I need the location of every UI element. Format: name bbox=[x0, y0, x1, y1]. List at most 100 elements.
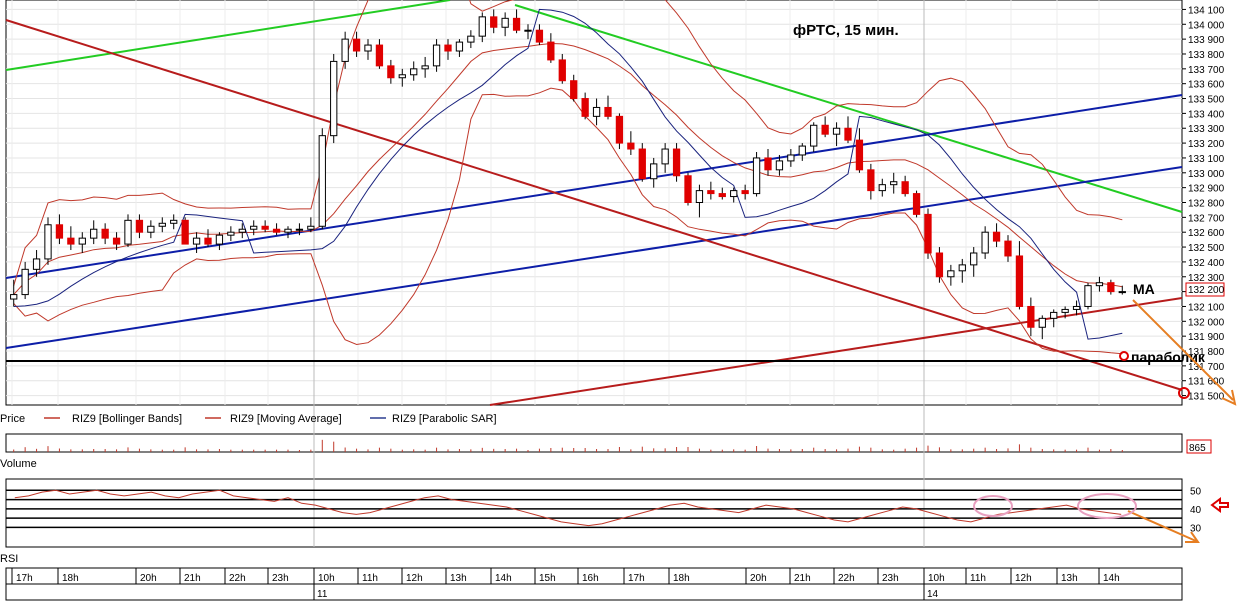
hour-label: 11h bbox=[970, 573, 986, 584]
price-tick-label: 131 700 bbox=[1188, 362, 1225, 373]
target-marker bbox=[1178, 387, 1190, 399]
candle-body bbox=[661, 148, 669, 165]
candle-body bbox=[821, 124, 829, 135]
price-tick-label: 132 000 bbox=[1188, 317, 1225, 328]
candle-body bbox=[1061, 308, 1069, 313]
parabolic-sar bbox=[13, 8, 1123, 340]
candle-body bbox=[512, 17, 521, 31]
price-tick-label: 133 500 bbox=[1188, 95, 1225, 106]
candle-body bbox=[684, 175, 692, 203]
red-trend-up bbox=[489, 297, 1183, 406]
rsi-tick-label: 50 bbox=[1190, 486, 1202, 497]
candle-body bbox=[192, 237, 201, 245]
hour-label: 21h bbox=[794, 573, 811, 584]
candle-body bbox=[752, 157, 761, 195]
candle-body bbox=[935, 252, 944, 278]
rsi-tick-label: 40 bbox=[1190, 505, 1202, 516]
candle-body bbox=[21, 268, 29, 296]
candle-body bbox=[764, 157, 772, 171]
candle-body bbox=[570, 80, 578, 100]
hour-label: 20h bbox=[140, 573, 157, 584]
hour-label: 14h bbox=[1103, 573, 1120, 584]
candle-body bbox=[375, 44, 384, 67]
candle-body bbox=[295, 228, 304, 231]
candle-body bbox=[650, 163, 658, 180]
candle-body bbox=[67, 237, 75, 245]
candle-body bbox=[330, 60, 338, 137]
price-tick-label: 134 100 bbox=[1188, 5, 1225, 16]
price-tick-label: 131 900 bbox=[1188, 332, 1225, 343]
candle-body bbox=[501, 17, 509, 28]
hour-label: 15h bbox=[539, 573, 556, 584]
price-tick-label: 132 300 bbox=[1188, 273, 1225, 284]
hour-label: 13h bbox=[1061, 573, 1078, 584]
candle-body bbox=[352, 38, 361, 52]
price-tick-label: 133 900 bbox=[1188, 35, 1225, 46]
candle-body bbox=[181, 219, 189, 245]
price-tick-label: 132 500 bbox=[1188, 243, 1225, 254]
hour-label: 23h bbox=[272, 573, 289, 584]
hour-label: 17h bbox=[628, 573, 645, 584]
candle-body bbox=[444, 44, 452, 52]
price-tick-label: 132 800 bbox=[1188, 199, 1225, 210]
candle-body bbox=[1107, 282, 1115, 293]
hour-label: 16h bbox=[582, 573, 599, 584]
time-grid bbox=[11, 0, 1100, 547]
candles bbox=[10, 9, 1126, 340]
candle-body bbox=[741, 190, 749, 195]
candle-body bbox=[421, 65, 429, 70]
volume-panel bbox=[5, 433, 1183, 453]
candle-body bbox=[1027, 305, 1035, 328]
candle-body bbox=[1038, 317, 1046, 328]
price-tick-label: 132 100 bbox=[1188, 302, 1225, 313]
candle-body bbox=[558, 59, 566, 82]
hour-label: 20h bbox=[750, 573, 767, 584]
last-price-label: 132 200 bbox=[1188, 285, 1225, 296]
hour-label: 10h bbox=[318, 573, 335, 584]
candle-body bbox=[992, 231, 1001, 242]
candle-body bbox=[604, 106, 612, 117]
candle-body bbox=[1004, 240, 1012, 257]
hour-label: 11h bbox=[362, 573, 378, 584]
hour-label: 14h bbox=[495, 573, 512, 584]
rsi-arrow-icon bbox=[1210, 497, 1229, 513]
price-tick-label: 133 000 bbox=[1188, 169, 1225, 180]
candle-body bbox=[638, 148, 646, 180]
candle-body bbox=[867, 169, 875, 192]
legend-sar: RIZ9 [Parabolic SAR] bbox=[392, 413, 497, 425]
volume-value-box bbox=[1186, 439, 1212, 454]
candle-body bbox=[364, 44, 372, 52]
candle-body bbox=[147, 225, 155, 233]
candle-body bbox=[1084, 285, 1092, 307]
candle-body bbox=[798, 145, 806, 156]
candle-body bbox=[810, 124, 818, 147]
hour-label: 13h bbox=[450, 573, 467, 584]
price-tick-label: 134 000 bbox=[1188, 20, 1225, 31]
candle-body bbox=[730, 190, 738, 198]
candle-body bbox=[250, 225, 258, 230]
candle-body bbox=[261, 225, 269, 230]
candle-body bbox=[1118, 291, 1126, 294]
candle-body bbox=[10, 294, 18, 300]
candle-body bbox=[124, 219, 132, 245]
candle-body bbox=[615, 115, 624, 144]
rsi-tick-label: 30 bbox=[1190, 523, 1202, 534]
candle-body bbox=[215, 234, 224, 245]
candle-body bbox=[90, 228, 98, 239]
candle-body bbox=[627, 142, 635, 150]
candle-body bbox=[478, 16, 486, 37]
price-tick-label: 133 700 bbox=[1188, 65, 1225, 76]
candle-body bbox=[238, 228, 246, 233]
candle-body bbox=[55, 224, 64, 239]
candle-body bbox=[707, 190, 715, 195]
price-label: Price bbox=[0, 413, 25, 425]
candle-body bbox=[958, 264, 966, 272]
candle-body bbox=[535, 29, 544, 43]
hour-label: 17h bbox=[16, 573, 33, 584]
hour-label: 18h bbox=[62, 573, 79, 584]
candle-body bbox=[78, 237, 86, 245]
candle-body bbox=[718, 193, 726, 198]
candle-body bbox=[832, 127, 841, 135]
hour-label: 10h bbox=[928, 573, 945, 584]
